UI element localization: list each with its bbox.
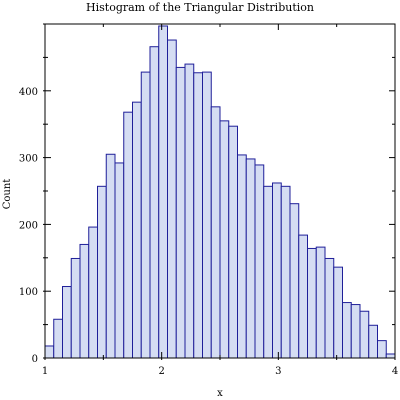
- histogram-bar: [88, 226, 98, 359]
- histogram-bar: [324, 257, 335, 359]
- histogram-bar: [333, 266, 343, 359]
- histogram-bar: [79, 243, 90, 359]
- histogram-bar: [62, 286, 72, 359]
- histogram-bar: [210, 106, 221, 359]
- chart-title: Histogram of the Triangular Distribution: [86, 1, 314, 14]
- x-tick-label: 2: [158, 366, 164, 377]
- y-tick-label: 300: [19, 154, 38, 165]
- histogram-bar: [377, 340, 387, 359]
- histogram-bar: [114, 162, 125, 359]
- histogram-bar: [193, 72, 203, 359]
- histogram-bar: [368, 324, 378, 359]
- histogram-bar: [132, 101, 142, 359]
- y-axis-label: Count: [2, 179, 13, 210]
- x-tick-label: 4: [392, 366, 398, 377]
- bars-group: [44, 25, 396, 359]
- y-axis-ticks: 0 100 200 300 400: [19, 23, 395, 365]
- histogram-bar: [97, 185, 107, 359]
- histogram-bar: [307, 247, 317, 359]
- histogram-bar: [245, 158, 256, 359]
- histogram-bar: [263, 185, 273, 359]
- histogram-bar: [158, 25, 168, 359]
- histogram-bar: [175, 66, 186, 359]
- histogram-bar: [298, 234, 308, 359]
- histogram-bar: [272, 182, 282, 359]
- histogram-bar: [385, 353, 396, 359]
- histogram-bar: [280, 185, 291, 359]
- y-tick-label: 400: [19, 87, 38, 98]
- y-tick-label: 0: [32, 354, 38, 365]
- y-tick-label: 200: [19, 220, 38, 231]
- histogram-bar: [350, 304, 361, 359]
- histogram-bar: [140, 71, 151, 359]
- histogram-bar: [70, 257, 81, 359]
- x-tick-label: 1: [42, 366, 48, 377]
- histogram-bar: [202, 71, 212, 359]
- histogram-bar: [167, 39, 177, 359]
- x-tick-label: 3: [275, 366, 281, 377]
- histogram-bar: [254, 164, 265, 359]
- histogram-bar: [123, 111, 133, 359]
- histogram-bar: [359, 310, 370, 359]
- x-axis-ticks: 1 2 3 4: [42, 24, 398, 377]
- histogram-bar: [228, 125, 238, 359]
- y-tick-label: 100: [19, 287, 38, 298]
- histogram-bar: [149, 46, 160, 359]
- histogram-bar: [219, 120, 230, 359]
- x-axis-label: x: [217, 388, 223, 399]
- histogram-bar: [105, 153, 116, 359]
- histogram-bar: [53, 318, 63, 359]
- histogram-bar: [237, 154, 247, 359]
- histogram-bar: [184, 63, 195, 359]
- histogram-bar: [289, 203, 300, 359]
- histogram-bar: [342, 302, 352, 359]
- histogram-bar: [44, 345, 55, 359]
- histogram-bar: [315, 246, 326, 359]
